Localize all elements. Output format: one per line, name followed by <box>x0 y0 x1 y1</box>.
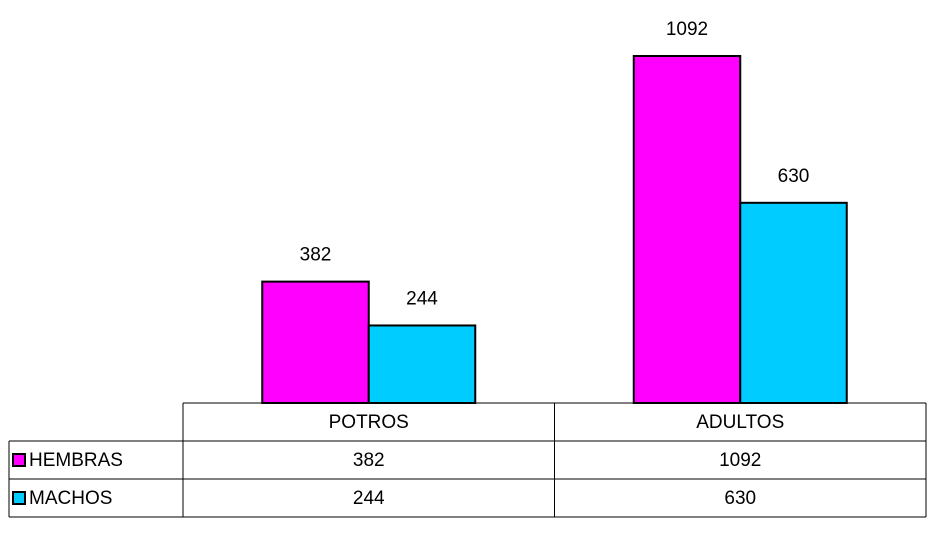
table-cell: 1092 <box>719 450 761 471</box>
data-label: 1092 <box>666 19 708 40</box>
data-label: 630 <box>778 166 810 187</box>
x-tick-label: ADULTOS <box>696 412 784 433</box>
legend-swatch <box>12 453 26 467</box>
x-tick-label: POTROS <box>329 412 409 433</box>
bar <box>367 324 477 405</box>
data-label: 382 <box>300 245 332 266</box>
bar <box>261 280 370 404</box>
legend-label: HEMBRAS <box>29 450 123 471</box>
bar <box>739 201 848 404</box>
table-cell: 244 <box>353 488 385 509</box>
table-cell: 630 <box>724 488 756 509</box>
legend-swatch <box>12 491 26 505</box>
legend-label: MACHOS <box>29 488 112 509</box>
table-cell: 382 <box>353 450 385 471</box>
data-label: 244 <box>406 288 438 309</box>
bar <box>632 55 742 404</box>
